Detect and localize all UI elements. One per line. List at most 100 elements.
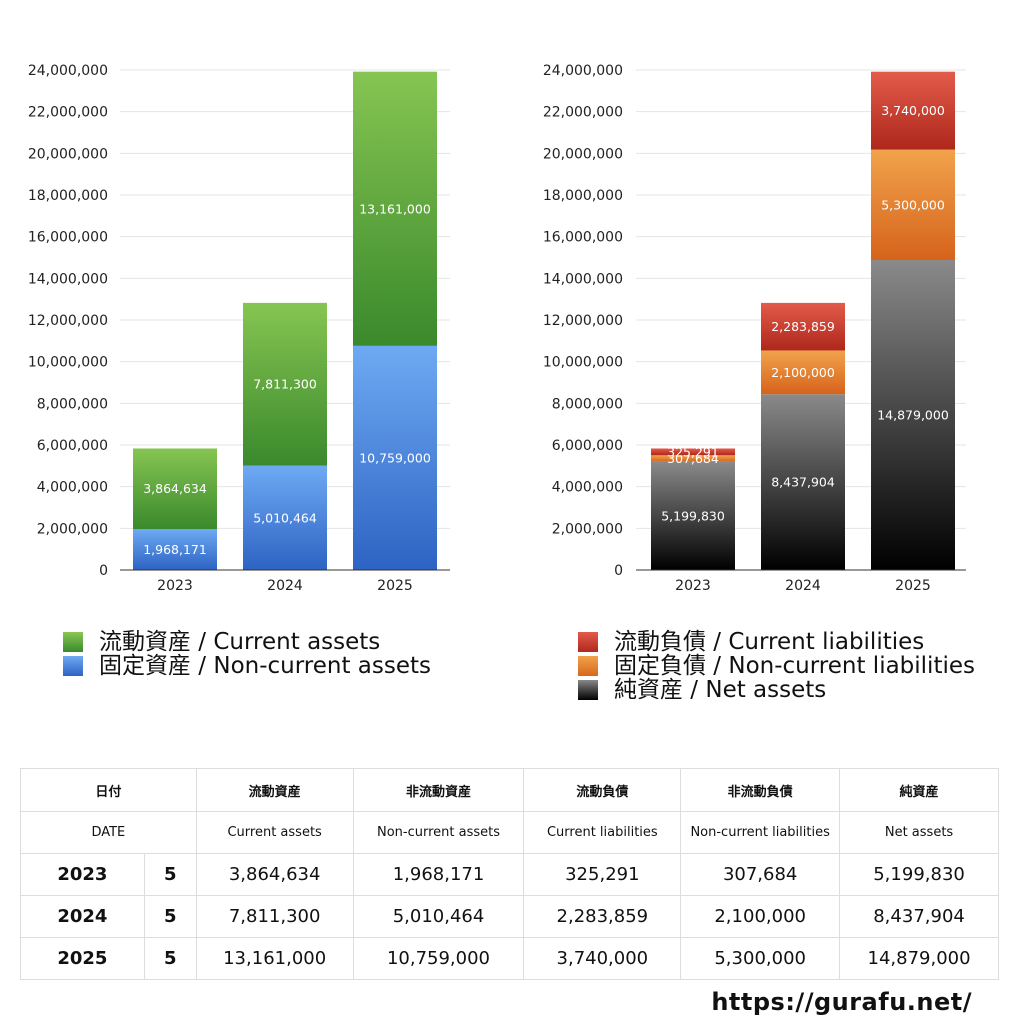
assets-chart: 0 2,000,000 4,000,000 6,000,000 8,000,000 10,… (28, 63, 450, 594)
legend-label: 純資産 / Net assets (614, 677, 827, 703)
site-url[interactable]: https://gurafu.net/ (711, 988, 972, 1016)
bar-orange-2023 (651, 455, 735, 462)
y-tick-label: 4,000,000 (37, 480, 108, 496)
table-row: 2025 5 13,161,000 10,759,000 3,740,000 5… (20, 937, 999, 980)
bar-orange-2025 (871, 149, 955, 261)
header-current-liabilities-jp: 流動負債 (523, 768, 682, 812)
header-net-assets-en: Net assets (839, 811, 999, 854)
header-non-current-assets-en: Non-current assets (352, 811, 525, 854)
y-tick-label: 6,000,000 (552, 438, 623, 454)
cell-non-current-assets: 5,010,464 (352, 895, 525, 938)
header-non-current-assets-jp: 非流動資産 (352, 768, 525, 812)
y-tick-label: 20,000,000 (28, 146, 108, 162)
liabilities-chart: 0 2,000,000 4,000,000 6,000,000 8,000,000 10,… (543, 63, 966, 594)
legend-label: 流動資産 / Current assets (99, 629, 381, 655)
legend-item-current-assets: 流動資産 / Current assets (63, 630, 431, 654)
table-header-en: DATE Current assets Non-current assets C… (20, 811, 999, 854)
row-year: 2025 (20, 937, 145, 980)
cell-net-assets: 14,879,000 (839, 937, 999, 980)
header-current-assets-jp: 流動資産 (195, 768, 354, 812)
row-year: 2024 (20, 895, 145, 938)
y-tick-label: 18,000,000 (543, 188, 623, 204)
cell-non-current-liabilities: 307,684 (680, 853, 841, 896)
cell-current-liabilities: 3,740,000 (523, 937, 682, 980)
header-current-assets-en: Current assets (195, 811, 354, 854)
cell-net-assets: 8,437,904 (839, 895, 999, 938)
y-tick-label: 16,000,000 (543, 230, 623, 246)
bar-black-2023 (651, 461, 735, 570)
legend-swatch-red (578, 632, 598, 652)
y-tick-label: 10,000,000 (543, 355, 623, 371)
cell-non-current-assets: 10,759,000 (352, 937, 525, 980)
y-tick-label: 6,000,000 (37, 438, 108, 454)
y-tick-label: 0 (614, 563, 623, 579)
table-header-jp: 日付 流動資産 非流動資産 流動負債 非流動負債 純資産 (20, 768, 999, 812)
header-non-current-liabilities-en: Non-current liabilities (680, 811, 841, 854)
table-row: 2023 5 3,864,634 1,968,171 325,291 307,6… (20, 853, 999, 896)
y-tick-label: 8,000,000 (37, 396, 108, 412)
y-tick-label: 18,000,000 (28, 188, 108, 204)
legend-label: 固定負債 / Non-current liabilities (614, 653, 975, 679)
charts-area: 0 2,000,000 4,000,000 6,000,000 8,000,000 10,… (28, 63, 966, 594)
x-tick-label: 2024 (267, 578, 303, 594)
bar-value-label: 14,879,000 (877, 408, 949, 423)
cell-current-assets: 13,161,000 (195, 937, 354, 980)
bar-value-label: 1,968,171 (143, 542, 207, 557)
y-tick-label: 22,000,000 (543, 105, 623, 121)
y-tick-label: 12,000,000 (543, 313, 623, 329)
row-year: 2023 (20, 853, 145, 896)
row-count: 5 (143, 853, 197, 896)
bar-value-label: 5,010,464 (253, 510, 317, 525)
legend-item-non-current-assets: 固定資産 / Non-current assets (63, 654, 431, 678)
liabilities-legend: 流動負債 / Current liabilities 固定負債 / Non-cu… (578, 630, 975, 702)
y-tick-label: 24,000,000 (28, 63, 108, 79)
y-tick-label: 2,000,000 (37, 521, 108, 537)
bar-value-label: 13,161,000 (359, 201, 431, 216)
table-row: 2024 5 7,811,300 5,010,464 2,283,859 2,1… (20, 895, 999, 938)
y-tick-label: 8,000,000 (552, 396, 623, 412)
cell-net-assets: 5,199,830 (839, 853, 999, 896)
header-current-liabilities-en: Current liabilities (523, 811, 682, 854)
bar-red-2024 (761, 302, 845, 351)
y-tick-label: 0 (99, 563, 108, 579)
bar-value-label: 3,864,634 (143, 481, 207, 496)
data-table: 日付 流動資産 非流動資産 流動負債 非流動負債 純資産 DATE Curren… (20, 768, 999, 980)
y-tick-label: 14,000,000 (543, 271, 623, 287)
bar-value-label: 8,437,904 (771, 475, 835, 490)
cell-current-liabilities: 2,283,859 (523, 895, 682, 938)
bar-black-2025 (871, 260, 955, 570)
bar-value-label: 325,291 (667, 444, 719, 459)
row-count: 5 (143, 937, 197, 980)
legend-item-current-liabilities: 流動負債 / Current liabilities (578, 630, 975, 654)
cell-non-current-liabilities: 2,100,000 (680, 895, 841, 938)
y-tick-label: 10,000,000 (28, 355, 108, 371)
cell-non-current-liabilities: 5,300,000 (680, 937, 841, 980)
bar-orange-2024 (761, 350, 845, 395)
y-tick-label: 22,000,000 (28, 105, 108, 121)
y-tick-label: 4,000,000 (552, 480, 623, 496)
cell-current-assets: 7,811,300 (195, 895, 354, 938)
header-non-current-liabilities-jp: 非流動負債 (680, 768, 841, 812)
legend-swatch-orange (578, 656, 598, 676)
bar-value-label: 2,283,859 (771, 319, 835, 334)
bar-green-2024 (243, 302, 327, 466)
y-tick-label: 12,000,000 (28, 313, 108, 329)
bar-blue-2025 (353, 345, 437, 570)
legend-swatch-black (578, 680, 598, 700)
bar-blue-2023 (133, 528, 217, 570)
header-date-jp: 日付 (20, 768, 197, 812)
bar-green-2025 (353, 71, 437, 346)
cell-current-liabilities: 325,291 (523, 853, 682, 896)
assets-legend: 流動資産 / Current assets 固定資産 / Non-current… (63, 630, 431, 678)
legend-label: 固定資産 / Non-current assets (99, 653, 432, 679)
y-tick-label: 14,000,000 (28, 271, 108, 287)
bar-red-2025 (871, 71, 955, 150)
bar-value-label: 2,100,000 (771, 365, 835, 380)
header-net-assets-jp: 純資産 (839, 768, 999, 812)
header-date-en: DATE (20, 811, 197, 854)
bar-value-label: 5,199,830 (661, 508, 725, 523)
legend-swatch-green (63, 632, 83, 652)
bar-green-2023 (133, 448, 217, 529)
x-tick-label: 2025 (895, 578, 931, 594)
bar-value-label: 5,300,000 (881, 197, 945, 212)
